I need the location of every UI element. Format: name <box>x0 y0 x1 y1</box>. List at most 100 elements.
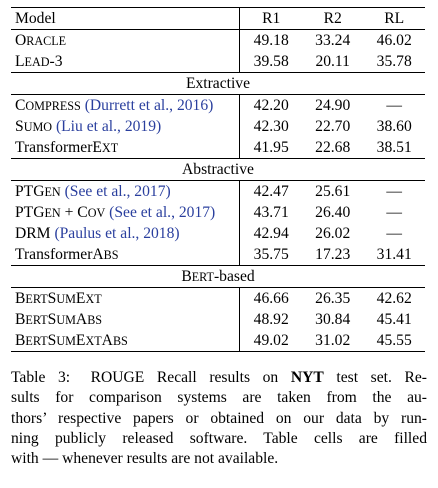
citation-link[interactable]: (Liu et al., 2019) <box>55 118 162 135</box>
model-name: PTGEN (See et al., 2017) <box>11 180 241 202</box>
section-header-row: BERT-based <box>11 265 425 288</box>
score-r2: 22.68 <box>315 139 351 156</box>
table-row: LEAD-3 39.58 20.11 35.78 <box>11 51 425 73</box>
score-rl: — <box>386 97 403 114</box>
citation-link[interactable]: (Durrett et al., 2016) <box>84 97 214 114</box>
score-rl: 42.62 <box>376 290 412 307</box>
caption-text: test set. Re- <box>323 369 427 386</box>
section-label: Abstractive <box>11 158 425 181</box>
model-label: BERTSUMEXT <box>15 290 102 307</box>
score-r2: 31.02 <box>315 332 351 349</box>
model-name: ORACLE <box>11 29 241 51</box>
score-r2: 20.11 <box>315 53 350 70</box>
caption-label: Table 3: <box>11 369 71 386</box>
caption-line: with — whenever results are not availabl… <box>11 449 427 469</box>
score-r1: 49.02 <box>253 332 289 349</box>
table-row: TransformerEXT 41.95 22.68 38.51 <box>11 137 425 159</box>
model-label: ORACLE <box>15 32 67 49</box>
caption-line: sults for comparison systems are taken f… <box>11 388 427 408</box>
model-name: BERTSUMABS <box>11 309 241 330</box>
caption-text: sults for comparison systems are taken f… <box>11 389 427 407</box>
score-r2: 25.61 <box>315 183 351 200</box>
score-r2: 17.23 <box>315 246 351 263</box>
score-r2: 26.35 <box>315 290 351 307</box>
model-label: TransformerEXT <box>15 139 119 156</box>
model-label: PTGEN <box>15 183 61 200</box>
table-caption: Table 3: ROUGE Recall results on NYT tes… <box>11 368 427 469</box>
column-header: R2 <box>301 7 364 30</box>
model-label: PTGEN + COV <box>15 204 106 221</box>
score-rl: 31.41 <box>376 246 412 263</box>
caption-text: thors’ respective papers or obtained on … <box>11 409 427 427</box>
score-rl: — <box>386 204 403 221</box>
table-header-row: Model R1 R2 RL <box>11 7 425 30</box>
table-row: BERTSUMEXT 46.66 26.35 42.62 <box>11 287 425 309</box>
table-row: TransformerABS 35.75 17.23 31.41 <box>11 244 425 266</box>
score-r1: 39.58 <box>253 53 289 70</box>
citation-link[interactable]: (Paulus et al., 2018) <box>54 225 180 242</box>
score-rl: 45.55 <box>376 332 412 349</box>
model-name: SUMO (Liu et al., 2019) <box>11 116 241 137</box>
score-rl: 46.02 <box>376 32 412 49</box>
score-rl: 35.78 <box>376 53 412 70</box>
score-r1: 42.30 <box>253 118 289 135</box>
column-header: Model <box>11 7 241 30</box>
score-r1: 42.47 <box>253 183 289 200</box>
score-r1: 43.71 <box>253 204 289 221</box>
model-name: BERTSUMEXT <box>11 287 241 309</box>
column-header: RL <box>363 7 425 30</box>
score-r1: 42.94 <box>253 225 289 242</box>
table-row: COMPRESS (Durrett et al., 2016) 42.20 24.9… <box>11 94 425 116</box>
caption-line: ning publicly released software. Table c… <box>11 429 427 449</box>
table-row: SUMO (Liu et al., 2019) 42.30 22.70 38.60 <box>11 116 425 137</box>
table-row: BERTSUMABS 48.92 30.84 45.41 <box>11 309 425 330</box>
model-label: LEAD-3 <box>15 53 63 70</box>
score-r2: 33.24 <box>315 32 351 49</box>
model-name: LEAD-3 <box>11 51 241 73</box>
model-name: PTGEN + COV (See et al., 2017) <box>11 202 241 223</box>
column-header: R1 <box>239 7 302 30</box>
score-r2: 26.40 <box>315 204 351 221</box>
score-r2: 26.02 <box>315 225 351 242</box>
model-label: BERTSUMABS <box>15 311 103 328</box>
caption-text: ROUGE Recall results on <box>90 369 291 386</box>
citation-link[interactable]: (See et al., 2017) <box>64 183 171 200</box>
model-label: TransformerABS <box>15 246 119 263</box>
score-rl: — <box>386 225 403 242</box>
table-row: DRM (Paulus et al., 2018) 42.94 26.02 — <box>11 223 425 244</box>
section-header-row: Abstractive <box>11 158 425 181</box>
table-row: ORACLE 49.18 33.24 46.02 <box>11 29 425 51</box>
model-label: SUMO <box>15 118 53 135</box>
model-name: BERTSUMEXTABS <box>11 330 241 352</box>
model-label: DRM <box>15 225 51 242</box>
model-name: TransformerABS <box>11 244 241 266</box>
score-r1: 49.18 <box>253 32 289 49</box>
caption-line: Table 3: ROUGE Recall results on NYT tes… <box>11 368 427 388</box>
caption-text: with — whenever results are not availabl… <box>11 450 279 468</box>
score-r1: 48.92 <box>253 311 289 328</box>
score-rl: 38.51 <box>376 139 412 156</box>
caption-dataset: NYT <box>290 369 324 386</box>
table-row: PTGEN (See et al., 2017) 42.47 25.61 — <box>11 180 425 202</box>
score-rl: — <box>386 183 403 200</box>
table-row: BERTSUMEXTABS 49.02 31.02 45.55 <box>11 330 425 352</box>
results-table: Model R1 R2 RL ORACLE 49.18 33.24 46.02 LEAD-3 39… <box>11 7 425 352</box>
caption-text: ning publicly released software. Table c… <box>11 429 427 447</box>
score-r1: 46.66 <box>253 290 289 307</box>
score-r2: 24.90 <box>315 97 351 114</box>
caption-line: thors’ respective papers or obtained on … <box>11 409 427 429</box>
section-label: BERT-based <box>11 265 425 288</box>
model-label: BERTSUMEXTABS <box>15 332 128 349</box>
score-r1: 42.20 <box>253 97 289 114</box>
model-name: TransformerEXT <box>11 137 241 159</box>
score-r2: 30.84 <box>315 311 351 328</box>
section-header-row: Extractive <box>11 72 425 95</box>
model-name: DRM (Paulus et al., 2018) <box>11 223 241 244</box>
score-rl: 45.41 <box>376 311 412 328</box>
score-r1: 41.95 <box>253 139 289 156</box>
citation-link[interactable]: (See et al., 2017) <box>109 204 216 221</box>
model-name: COMPRESS (Durrett et al., 2016) <box>11 94 241 116</box>
score-r1: 35.75 <box>253 246 289 263</box>
score-rl: 38.60 <box>376 118 412 135</box>
